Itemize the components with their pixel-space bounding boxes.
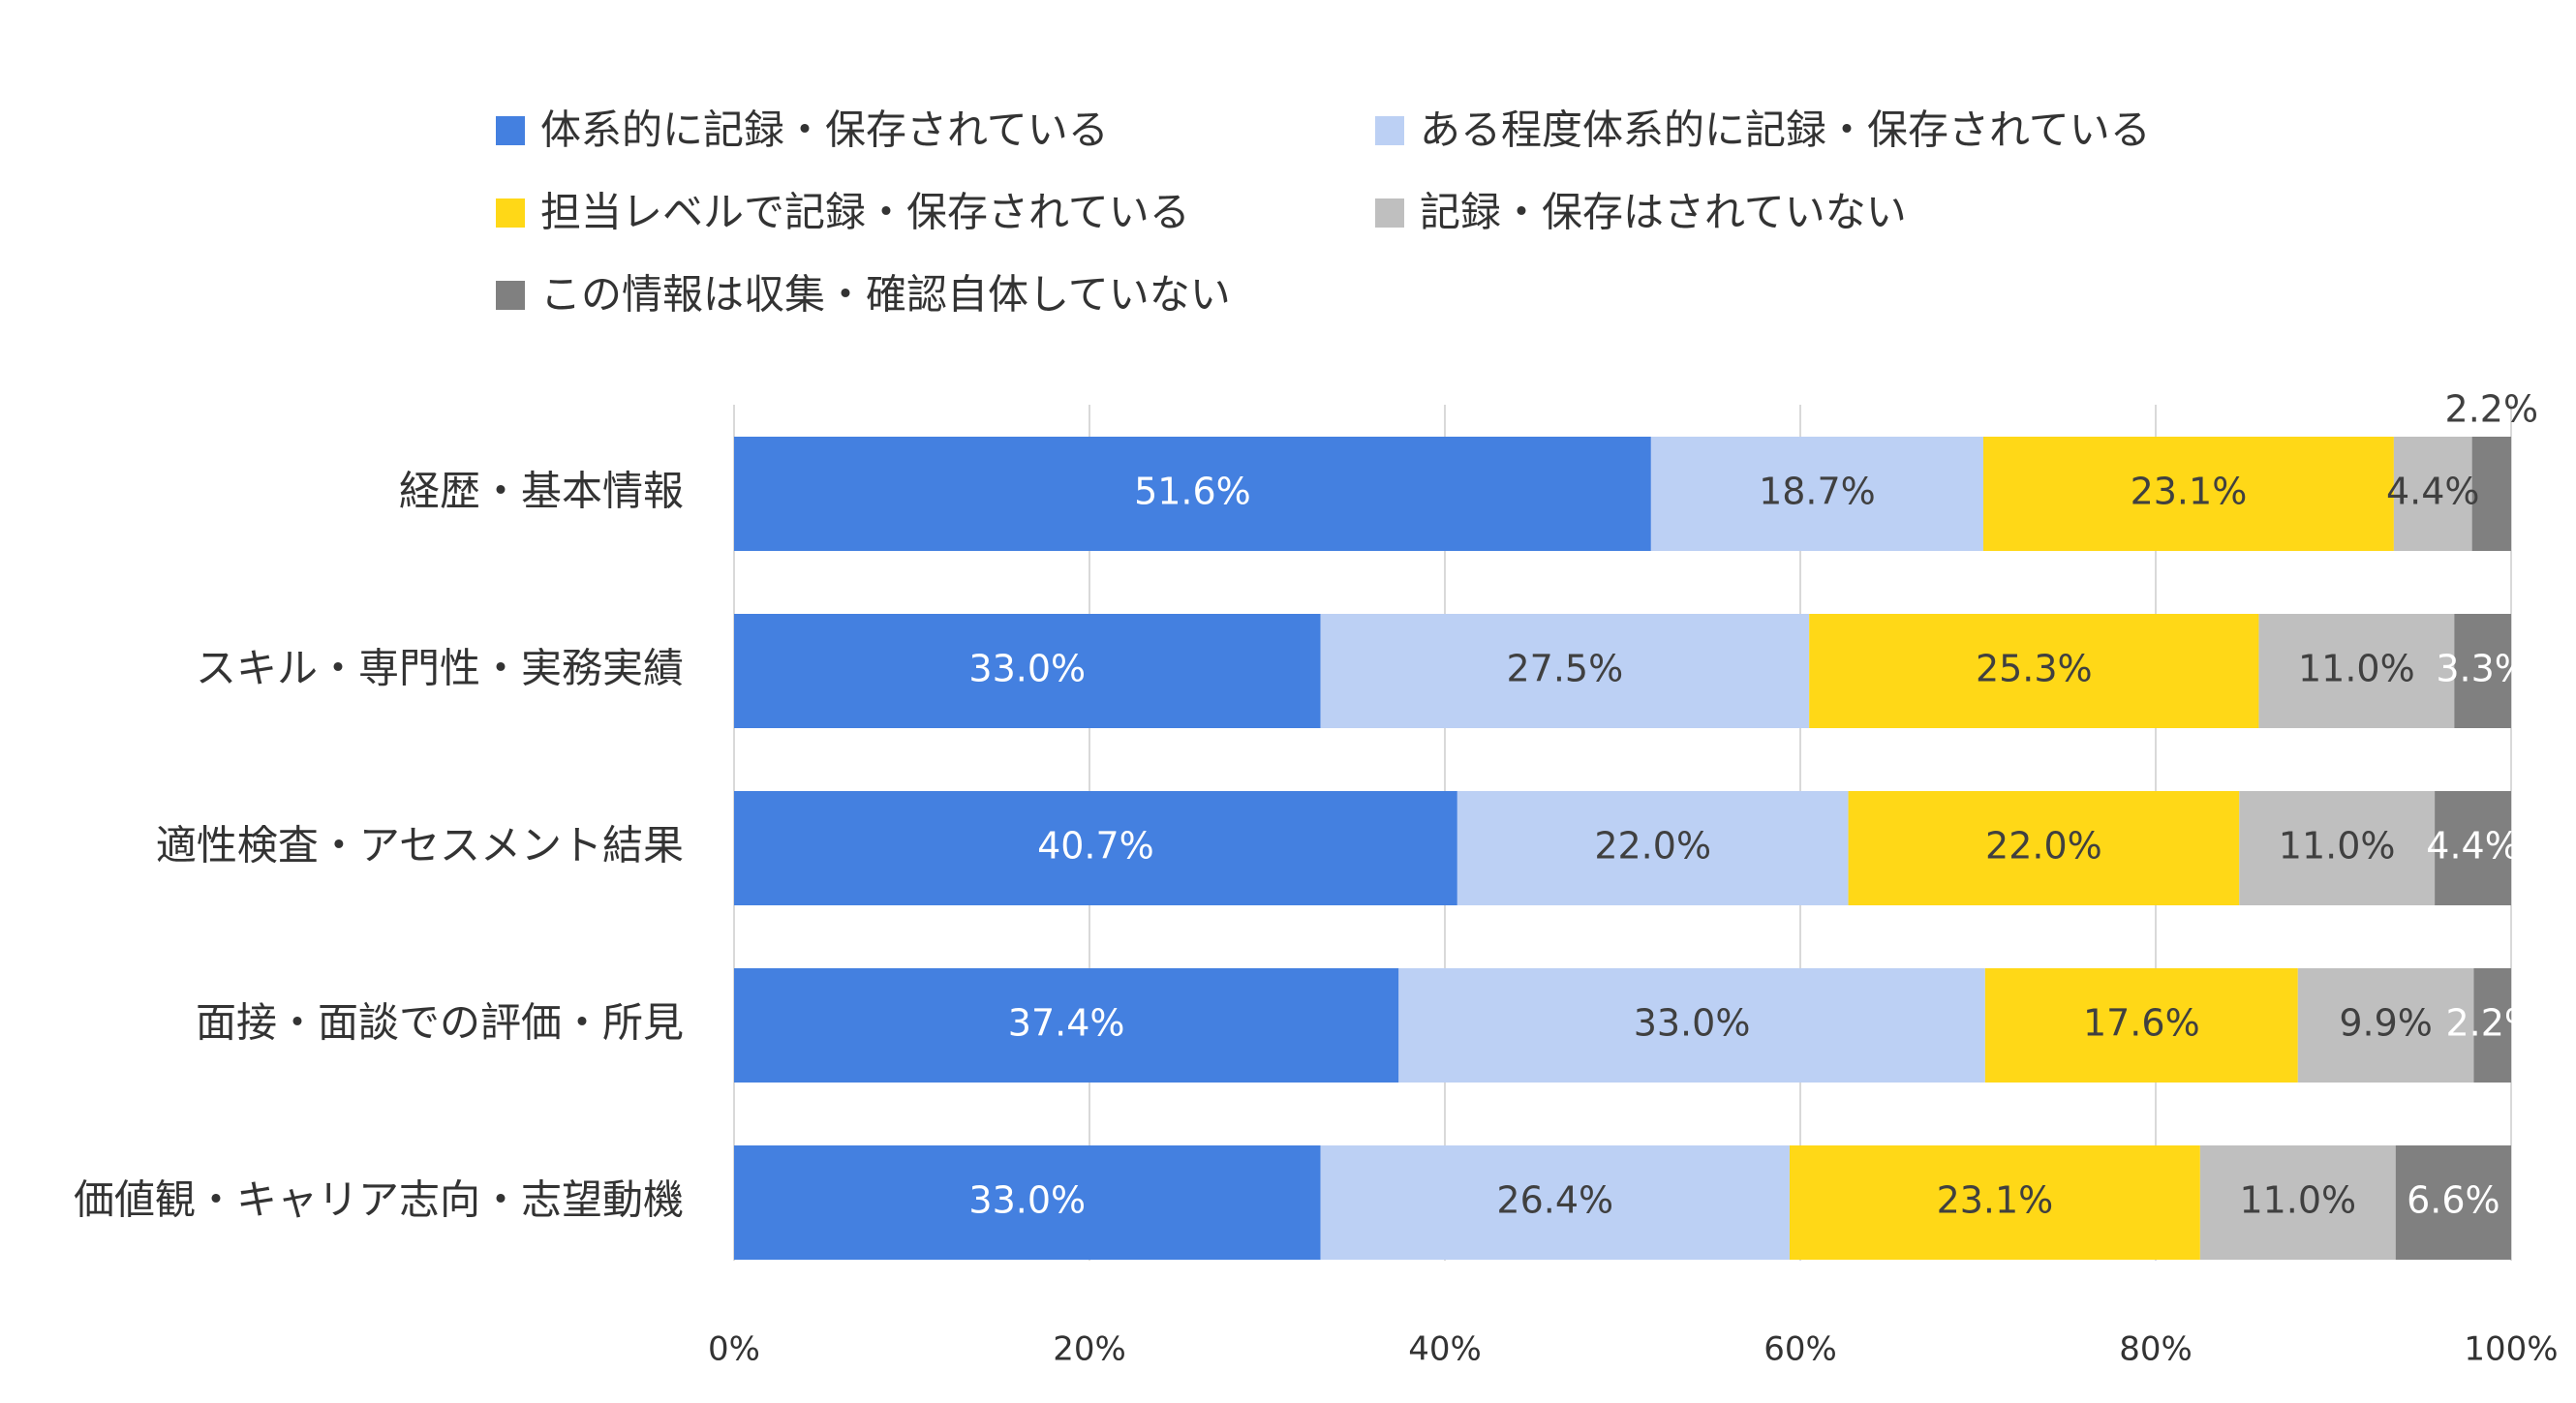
- data-label: 37.4%: [1008, 1002, 1125, 1045]
- bar-segment: [1984, 968, 2298, 1083]
- bar-segment: [2258, 614, 2455, 728]
- data-label: 11.0%: [2239, 1179, 2356, 1222]
- legend-swatch: [496, 281, 525, 310]
- x-tick-label: 20%: [1053, 1330, 1126, 1369]
- x-tick-label: 60%: [1763, 1330, 1837, 1369]
- data-label: 27.5%: [1507, 648, 1624, 690]
- legend-label: 担当レベルで記録・保存されている: [540, 189, 1190, 236]
- category-label: 経歴・基本情報: [399, 468, 684, 515]
- legend-label: 体系的に記録・保存されている: [540, 107, 1109, 154]
- x-tick-label: 40%: [1408, 1330, 1482, 1369]
- bar-segment: [2395, 1145, 2511, 1260]
- bar-segment: [2454, 614, 2511, 728]
- bar-segments: [734, 437, 2511, 1260]
- bar-segment: [2393, 437, 2472, 551]
- data-label: 22.0%: [1985, 825, 2102, 868]
- bar-segment: [734, 437, 1651, 551]
- x-tick-label: 0%: [708, 1330, 760, 1369]
- data-label: 3.3%: [2436, 648, 2530, 690]
- bar-segment: [734, 614, 1321, 728]
- data-label: 18.7%: [1759, 471, 1876, 513]
- x-axis-tick-labels: 0% 20% 40% 60% 80% 100%: [708, 1330, 2559, 1369]
- x-tick-label: 100%: [2464, 1330, 2558, 1369]
- segment-labels: 51.6% 18.7% 23.1% 4.4% 2.2% 33.0% 27.5% 25.3% 11…: [968, 388, 2539, 1222]
- data-label: 9.9%: [2339, 1002, 2433, 1045]
- data-label: 23.1%: [2131, 471, 2248, 513]
- data-label: 40.7%: [1037, 825, 1154, 868]
- data-label: 11.0%: [2279, 825, 2396, 868]
- bar-segment: [734, 791, 1457, 905]
- bar-segment: [1650, 437, 1984, 551]
- legend-swatch: [496, 116, 525, 145]
- legend-swatch: [496, 198, 525, 228]
- bar-segment: [734, 968, 1399, 1083]
- category-labels: 経歴・基本情報スキル・専門性・実務実績適性検査・アセスメント結果面接・面談での評…: [74, 468, 684, 1224]
- data-label: 51.6%: [1134, 471, 1251, 513]
- data-label: 17.6%: [2083, 1002, 2200, 1045]
- data-label: 33.0%: [968, 1179, 1086, 1222]
- bar-segment: [1983, 437, 2394, 551]
- x-tick-label: 80%: [2119, 1330, 2193, 1369]
- data-label: 22.0%: [1594, 825, 1711, 868]
- bar-segment: [2199, 1145, 2396, 1260]
- category-label: 価値観・キャリア志向・志望動機: [74, 1176, 684, 1224]
- bar-segment: [2471, 437, 2511, 551]
- category-label: 適性検査・アセスメント結果: [156, 822, 684, 869]
- bar-segment: [1809, 614, 2259, 728]
- bar-segment: [1320, 614, 1810, 728]
- data-label: 25.3%: [1976, 648, 2093, 690]
- bar-segment: [1398, 968, 1985, 1083]
- data-label: 26.4%: [1496, 1179, 1613, 1222]
- category-label: スキル・専門性・実務実績: [196, 645, 684, 692]
- data-label: 4.4%: [2426, 825, 2520, 868]
- bar-segment: [1848, 791, 2240, 905]
- bar-segment: [1320, 1145, 1790, 1260]
- data-label: 6.6%: [2407, 1179, 2500, 1222]
- bar-segment: [2297, 968, 2474, 1083]
- legend-swatch: [1375, 116, 1404, 145]
- bar-segment: [734, 1145, 1321, 1260]
- data-label: 2.2%: [2445, 388, 2539, 431]
- data-label: 33.0%: [968, 648, 1086, 690]
- bar-segment: [1457, 791, 1849, 905]
- bar-segment: [2473, 968, 2511, 1083]
- legend-label: ある程度体系的に記録・保存されている: [1420, 107, 2151, 154]
- data-label: 33.0%: [1634, 1002, 1751, 1045]
- legend: 体系的に記録・保存されている ある程度体系的に記録・保存されている担当レベルで記録…: [496, 107, 2151, 319]
- data-label: 4.4%: [2386, 471, 2480, 513]
- legend-label: この情報は収集・確認自体していない: [540, 271, 1231, 319]
- legend-label: 記録・保存はされていない: [1420, 189, 1907, 236]
- data-label: 11.0%: [2298, 648, 2415, 690]
- bar-segment: [2435, 791, 2511, 905]
- legend-swatch: [1375, 198, 1404, 228]
- category-label: 面接・面談での評価・所見: [196, 999, 684, 1047]
- bar-segment: [1789, 1145, 2200, 1260]
- bar-segment: [2239, 791, 2436, 905]
- data-label: 23.1%: [1937, 1179, 2054, 1222]
- data-label: 2.2%: [2445, 1002, 2539, 1045]
